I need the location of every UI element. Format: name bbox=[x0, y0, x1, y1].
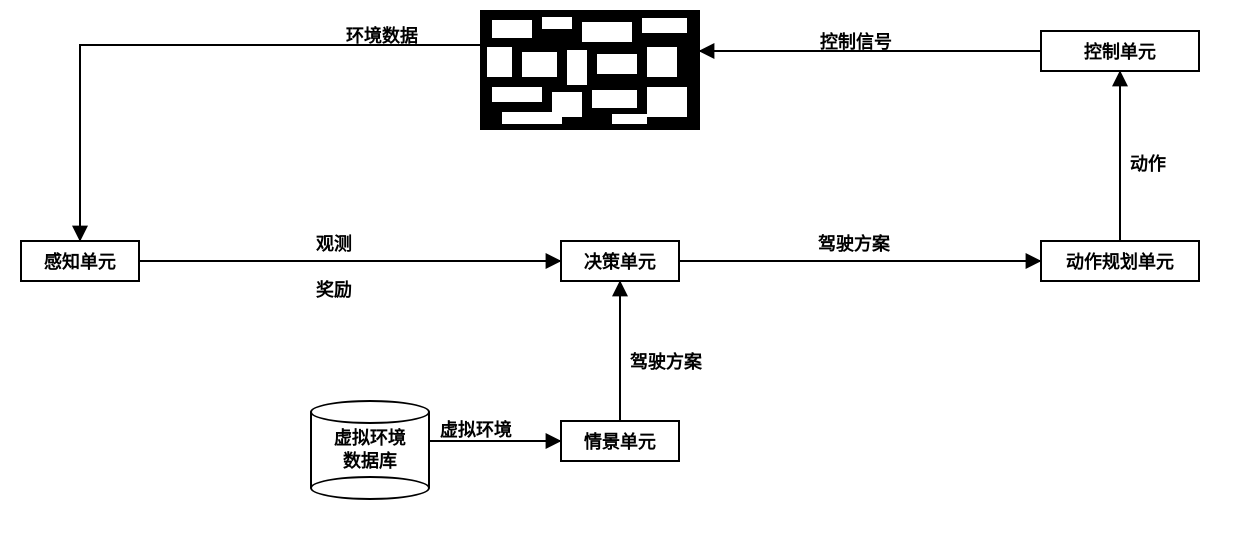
scenario-unit-box: 情景单元 bbox=[560, 420, 680, 462]
edge-label-observation: 观测 bbox=[316, 230, 352, 256]
decision-unit-label: 决策单元 bbox=[584, 248, 656, 274]
edge-label-reward: 奖励 bbox=[316, 276, 352, 302]
perception-unit-box: 感知单元 bbox=[20, 240, 140, 282]
environment-image bbox=[480, 10, 700, 130]
motion-planning-unit-box: 动作规划单元 bbox=[1040, 240, 1200, 282]
control-unit-box: 控制单元 bbox=[1040, 30, 1200, 72]
edge-label-control-signal: 控制信号 bbox=[820, 28, 892, 54]
edge-label-action: 动作 bbox=[1130, 150, 1166, 176]
virtual-env-database: 虚拟环境 数据库 bbox=[310, 400, 430, 500]
edge-label-driving-plan-2: 驾驶方案 bbox=[630, 348, 702, 374]
edge-label-env-data: 环境数据 bbox=[346, 22, 418, 48]
edge-env-to-perception bbox=[80, 45, 480, 240]
motion-planning-unit-label: 动作规划单元 bbox=[1066, 248, 1174, 274]
edge-label-virtual-env: 虚拟环境 bbox=[440, 416, 512, 442]
virtual-env-database-label: 虚拟环境 数据库 bbox=[334, 427, 406, 474]
decision-unit-box: 决策单元 bbox=[560, 240, 680, 282]
perception-unit-label: 感知单元 bbox=[44, 248, 116, 274]
scenario-unit-label: 情景单元 bbox=[584, 428, 656, 454]
edge-label-driving-plan-1: 驾驶方案 bbox=[818, 230, 890, 256]
control-unit-label: 控制单元 bbox=[1084, 38, 1156, 64]
